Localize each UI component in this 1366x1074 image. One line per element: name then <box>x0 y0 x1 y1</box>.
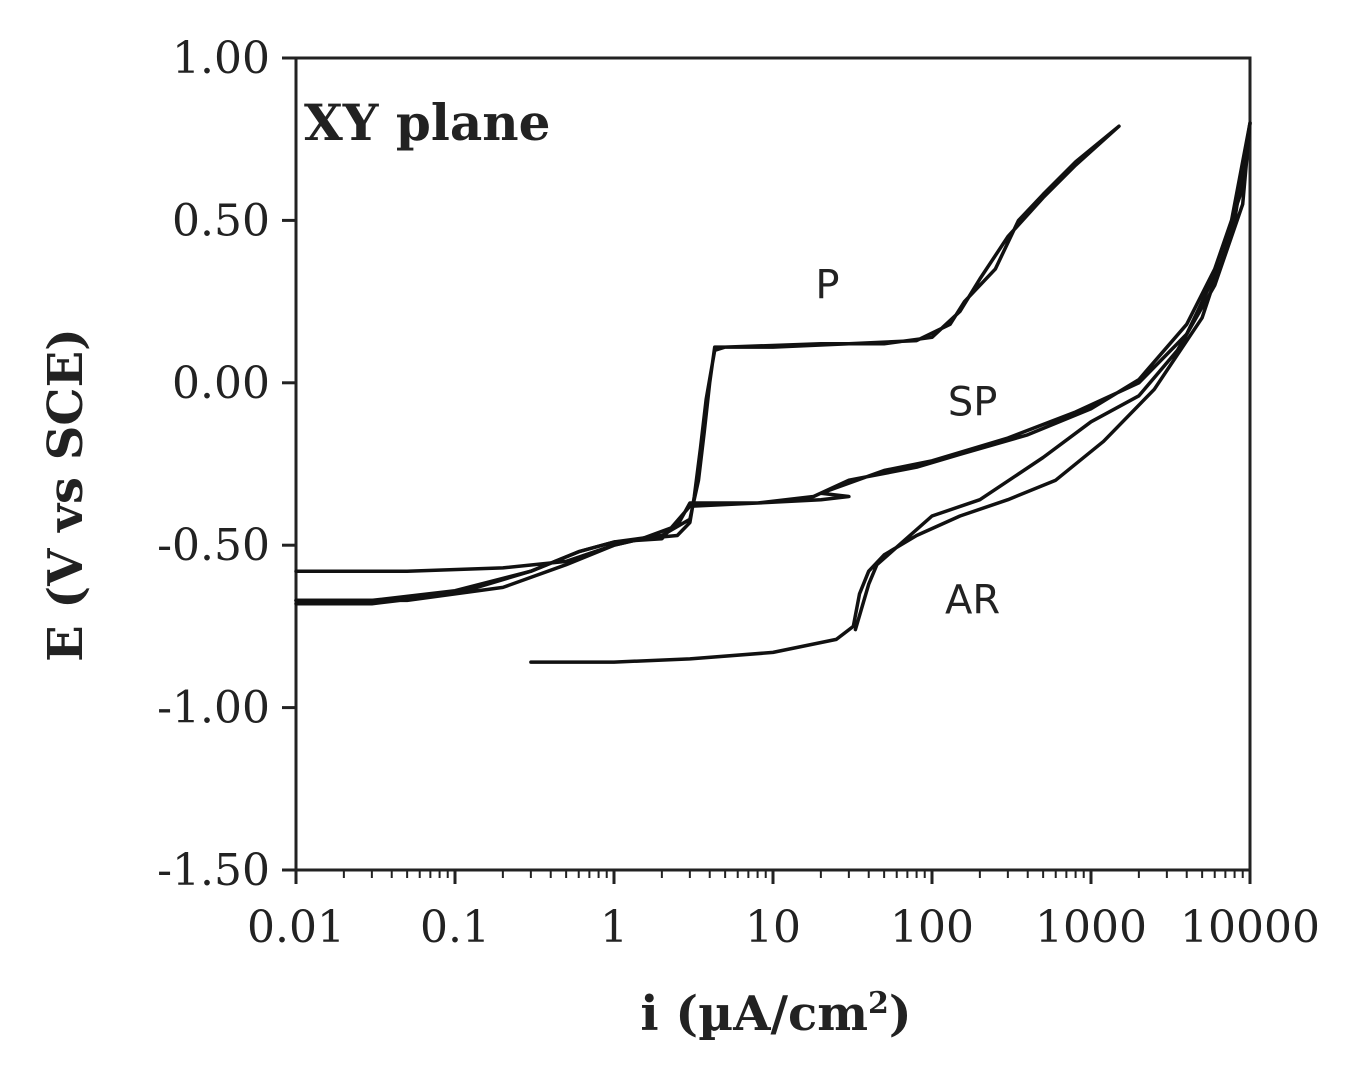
series-labels: P SP AR <box>815 262 1000 623</box>
x-tick-label: 0.1 <box>420 902 490 953</box>
x-axis-title-main: i (µA/cm <box>640 986 868 1042</box>
y-axis-title: E (V vs SCE) <box>38 328 94 662</box>
x-tick-label: 100 <box>890 902 974 953</box>
series-label-sp: SP <box>948 379 998 425</box>
chart-title: XY plane <box>304 93 550 152</box>
series-label-p: P <box>815 262 839 308</box>
y-tick-label: -0.50 <box>157 520 270 571</box>
y-tick-label: 1.00 <box>172 33 270 84</box>
x-tick-label: 1000 <box>1035 902 1147 953</box>
x-tick-label: 1 <box>600 902 628 953</box>
x-axis-title-end: ) <box>889 986 912 1042</box>
series-line-ar <box>529 121 1252 664</box>
y-tick-label: 0.00 <box>172 358 270 409</box>
series-curves <box>294 121 1252 664</box>
x-tick-labels: 0.01 0.1 1 10 100 1000 10000 <box>247 902 1320 953</box>
series-line-p <box>294 124 1121 603</box>
y-tick-label: -1.50 <box>157 845 270 896</box>
x-axis-title-sup: 2 <box>868 986 889 1021</box>
y-tick-label: -1.00 <box>157 683 270 734</box>
y-tick-label: 0.50 <box>172 195 270 246</box>
x-axis-title: i (µA/cm2) <box>640 986 911 1043</box>
x-tick-label: 0.01 <box>247 902 345 953</box>
series-line-sp <box>294 121 1252 606</box>
y-tick-labels: 1.00 0.50 0.00 -0.50 -1.00 -1.50 <box>157 33 270 896</box>
x-tick-label: 10 <box>745 902 801 953</box>
x-tick-label: 10000 <box>1180 902 1320 953</box>
series-label-ar: AR <box>945 577 1000 623</box>
axis-ticks <box>282 56 1252 884</box>
plot-frame <box>294 56 1252 872</box>
